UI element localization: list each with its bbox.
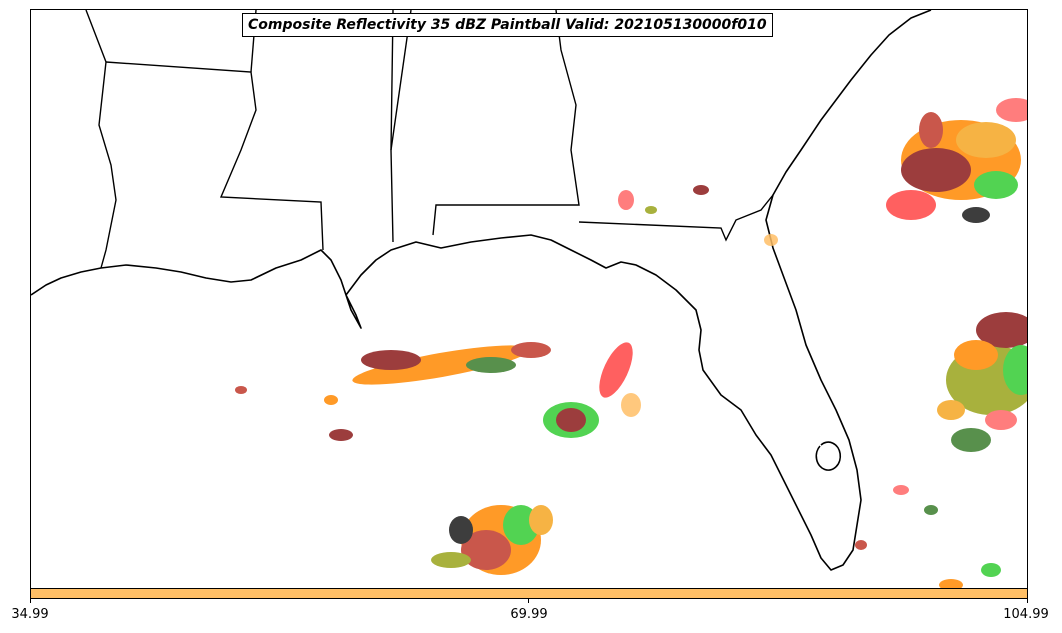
- colorbar-tick-label-max: 104.99: [1003, 607, 1049, 622]
- coastline: [31, 10, 932, 571]
- map-canvas: [31, 10, 1027, 588]
- colorbar-tick-label-mid: 69.99: [510, 607, 548, 622]
- colorbar-tick-mark: [1027, 599, 1028, 603]
- colorbar: [30, 588, 1028, 599]
- map-panel: [30, 9, 1028, 589]
- reflectivity-paintball-blobs: [235, 98, 1027, 588]
- map-title: Composite Reflectivity 35 dBZ Paintball …: [242, 13, 773, 37]
- colorbar-tick-mark: [528, 599, 529, 603]
- colorbar-tick-mark: [30, 599, 31, 603]
- colorbar-tick-label-min: 34.99: [11, 607, 49, 622]
- state-borders: [85, 10, 774, 269]
